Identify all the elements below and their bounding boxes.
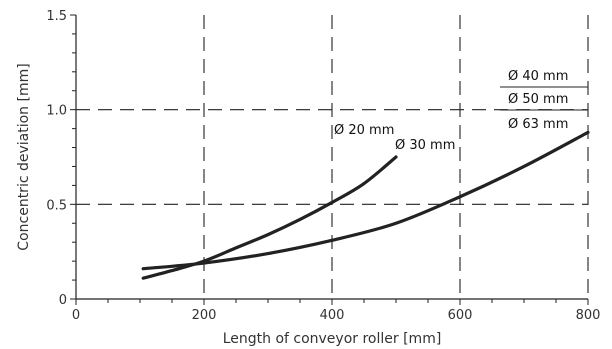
y-tick-label: 1.0 <box>46 104 67 119</box>
y-tick-label: 0.5 <box>46 198 67 213</box>
y-tick-label: 1.5 <box>46 9 67 24</box>
series-label-group-0: Ø 40 mm <box>508 69 568 84</box>
series-label-group-2: Ø 63 mm <box>508 117 568 132</box>
labels: 0 200 400 600 800 0 0.5 1.0 1.5 Length of conveyo… <box>16 9 600 347</box>
x-axis-title: Length of conveyor roller [mm] <box>223 331 442 347</box>
axes <box>70 14 589 305</box>
x-tick-label: 800 <box>576 308 601 323</box>
series-label-30: Ø 30 mm <box>395 138 455 153</box>
series-line-0 <box>141 155 398 280</box>
grid-lines <box>76 15 589 299</box>
y-axis-title: Concentric deviation [mm] <box>16 63 32 250</box>
series-lines <box>141 130 590 280</box>
x-tick-label: 400 <box>320 308 345 323</box>
series-line-1 <box>141 130 590 271</box>
series-label-20: Ø 20 mm <box>334 123 394 138</box>
x-tick-label: 0 <box>72 308 80 323</box>
x-tick-label: 600 <box>448 308 473 323</box>
x-tick-label: 200 <box>192 308 217 323</box>
series-label-group-1: Ø 50 mm <box>508 92 568 107</box>
y-tick-label: 0 <box>59 293 67 308</box>
